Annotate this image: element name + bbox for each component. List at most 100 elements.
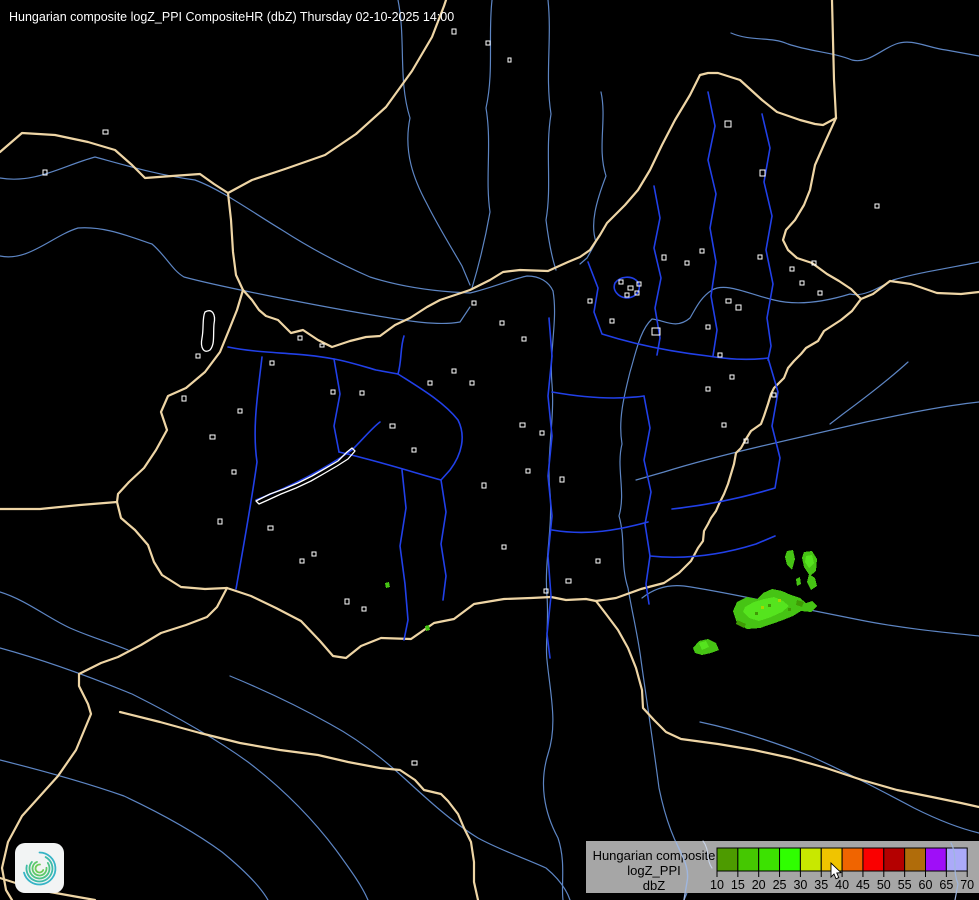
town-marker [411, 447, 417, 453]
town-marker [771, 392, 777, 398]
county-line [587, 261, 769, 361]
town-marker [874, 203, 880, 209]
town-marker [237, 408, 243, 414]
legend-title-line2: logZ_PPI [627, 863, 680, 878]
lakes-layer [200, 310, 356, 505]
radar-echo-dark [736, 620, 746, 628]
town-marker [634, 290, 640, 296]
river-danube-upper [0, 156, 554, 294]
legend-tick-label: 15 [731, 878, 745, 892]
county-line [671, 357, 781, 510]
town-marker [565, 578, 572, 584]
legend-color-box [779, 847, 801, 872]
radar-echo-mid [796, 577, 801, 586]
legend-color-box [841, 847, 864, 872]
radar-echo-pixel [788, 608, 791, 611]
spiral-arc [34, 863, 45, 874]
border-cz-sk [226, 0, 448, 195]
town-marker [717, 352, 723, 358]
river-koros-branch [829, 361, 909, 425]
border-sk-ua [830, 0, 838, 120]
border-cz-at [0, 131, 230, 195]
border-ua-ro [859, 279, 979, 301]
logo-background [15, 843, 64, 893]
town-marker [499, 320, 505, 326]
town-marker [269, 360, 275, 366]
legend-overlay-rivers [675, 840, 959, 900]
town-marker [721, 422, 727, 428]
legend-tick-label: 45 [856, 878, 870, 892]
town-marker [481, 482, 487, 489]
town-marker [330, 389, 336, 395]
legend-tick-label: 40 [835, 878, 849, 892]
county-line [707, 91, 718, 357]
town-marker [209, 434, 216, 440]
county-line [255, 421, 381, 501]
town-marker [231, 469, 237, 475]
town-marker [705, 386, 711, 392]
legend-title-line1: Hungarian composite [593, 848, 716, 863]
legend-color-box [737, 847, 760, 872]
legend-color-box [716, 847, 739, 872]
radar-echo-bright [699, 641, 709, 650]
border-at-slo [0, 500, 119, 511]
legend-color-box [904, 847, 927, 872]
town-marker [299, 558, 305, 564]
town-marker [729, 374, 735, 380]
border-hr-srb [118, 710, 480, 900]
town-marker [451, 368, 457, 374]
county-line [551, 521, 649, 534]
radar-echo-dark [796, 600, 804, 607]
legend-tick-label: 25 [773, 878, 787, 892]
town-marker [817, 290, 823, 296]
county-line [397, 373, 463, 481]
river-morava [397, 0, 471, 286]
river-tisza [618, 261, 979, 900]
spiral-arc [25, 856, 54, 883]
legend-color-box [925, 847, 947, 872]
town-marker [525, 468, 531, 474]
river-over-legend-right [950, 842, 959, 900]
legend-color-box [799, 847, 822, 872]
town-marker [627, 285, 634, 291]
river-vah [471, 0, 493, 289]
town-marker [735, 304, 742, 311]
county-line [649, 535, 776, 559]
spiral-logo-icon [23, 851, 57, 886]
town-marker [684, 260, 690, 266]
town-marker [181, 395, 187, 402]
town-marker [595, 558, 601, 564]
town-marker [359, 390, 365, 396]
border-at-hu-west [115, 191, 245, 591]
town-marker [297, 335, 303, 341]
town-marker [267, 525, 274, 531]
legend-tick-label: 10 [710, 878, 724, 892]
county-line [333, 358, 341, 453]
town-marker [661, 254, 667, 261]
county-line [643, 395, 652, 605]
border-srb-ro [594, 599, 979, 809]
radar-echo-pixel [768, 604, 771, 607]
county-line [761, 113, 774, 361]
river-sava [0, 647, 369, 900]
town-marker [705, 324, 711, 330]
radar-echo-pixel [755, 612, 758, 615]
county-line [546, 317, 553, 659]
river-raba [0, 227, 471, 325]
legend-color-box [862, 847, 885, 872]
river-over-legend-left [675, 841, 689, 900]
radar-echo-mid [385, 582, 390, 588]
town-marker [609, 318, 615, 324]
town-marker [427, 380, 433, 386]
town-marker [651, 327, 661, 336]
town-marker [319, 343, 325, 348]
town-marker [501, 544, 507, 550]
county-line [399, 469, 409, 641]
town-marker [789, 266, 795, 272]
county-line [551, 391, 645, 399]
town-marker [757, 254, 763, 260]
border-hu-ro [594, 297, 863, 603]
town-marker [519, 422, 526, 428]
river-kupa [0, 759, 269, 900]
town-marker [507, 57, 512, 63]
